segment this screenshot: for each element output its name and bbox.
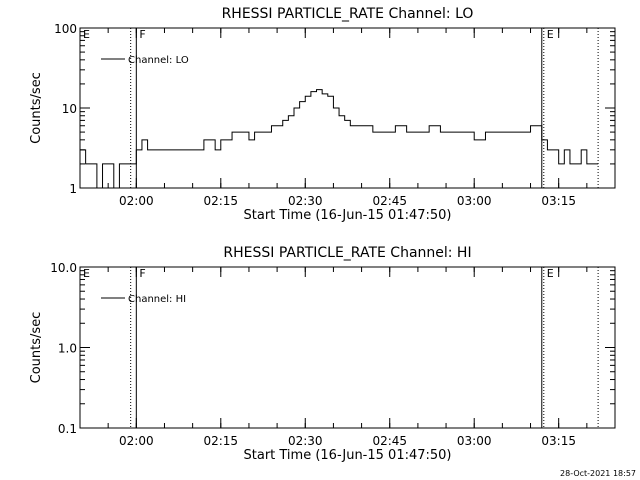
chart-title: RHESSI PARTICLE_RATE Channel: HI: [223, 245, 471, 261]
x-tick-label: 03:15: [541, 194, 576, 208]
legend-label: Channel: LO: [128, 55, 189, 66]
y-axis-label: Counts/sec: [29, 312, 44, 384]
event-marker-label: E: [83, 28, 90, 41]
x-axis-label: Start Time (16-Jun-15 01:47:50): [244, 448, 452, 463]
x-axis-label: Start Time (16-Jun-15 01:47:50): [244, 208, 452, 223]
y-tick-label: 100: [54, 22, 77, 36]
x-tick-label: 02:45: [372, 194, 407, 208]
event-marker-label: F: [139, 28, 145, 41]
x-tick-label: 02:00: [119, 434, 154, 448]
chart-panel-hi: RHESSI PARTICLE_RATE Channel: HI 0.1 1.0 10…: [29, 245, 616, 463]
legend-label: Channel: HI: [128, 294, 186, 305]
chart-panel-lo: RHESSI PARTICLE_RATE Channel: LO 1 10 100 02…: [29, 6, 616, 223]
x-tick-label: 02:30: [288, 434, 323, 448]
y-tick-label: 0.1: [58, 422, 77, 436]
event-marker-label: E: [547, 267, 554, 280]
y-axis-label: Counts/sec: [29, 72, 44, 144]
series-line: [80, 89, 599, 189]
y-tick-label: 10: [62, 102, 77, 116]
event-marker-label: F: [139, 267, 145, 280]
x-tick-label: 02:45: [372, 434, 407, 448]
x-tick-label: 03:00: [457, 194, 492, 208]
plot-frame: [79, 27, 616, 189]
y-tick-label: 10.0: [50, 261, 77, 275]
plot-frame: [79, 266, 616, 429]
footer-date: 28-Oct-2021 18:57: [560, 469, 636, 478]
x-tick-label: 02:30: [288, 194, 323, 208]
event-marker-label: E: [83, 267, 90, 280]
y-tick-label: 1: [69, 182, 77, 196]
y-tick-label: 1.0: [58, 342, 77, 356]
x-tick-label: 02:15: [203, 434, 238, 448]
x-tick-label: 02:15: [203, 194, 238, 208]
x-tick-label: 02:00: [119, 194, 154, 208]
event-marker-label: E: [547, 28, 554, 41]
chart-title: RHESSI PARTICLE_RATE Channel: LO: [222, 6, 474, 22]
x-tick-label: 03:00: [457, 434, 492, 448]
x-tick-label: 03:15: [541, 434, 576, 448]
